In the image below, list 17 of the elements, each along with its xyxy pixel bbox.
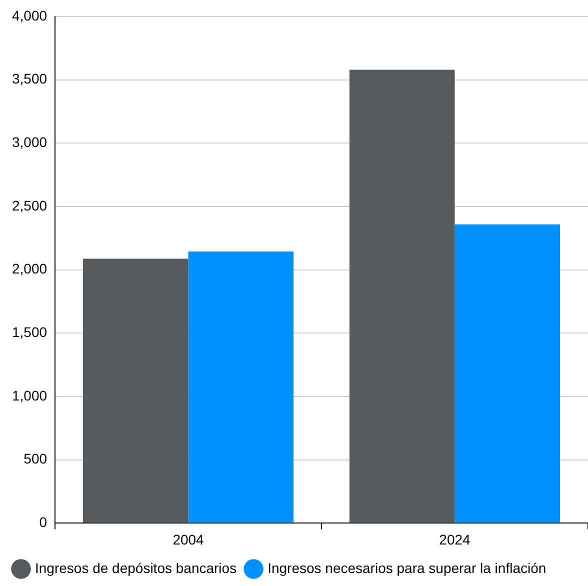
- bar: [188, 252, 294, 523]
- y-tick-label: 1,000: [12, 387, 48, 404]
- y-tick-label: 0: [39, 514, 48, 530]
- y-tick-label: 2,500: [12, 197, 48, 214]
- x-tick-label: 2024: [439, 531, 471, 548]
- y-tick-label: 3,000: [12, 134, 48, 150]
- bar: [83, 258, 188, 523]
- x-tick-label: 2004: [172, 531, 204, 548]
- bar: [350, 70, 455, 523]
- y-tick-label: 4,000: [12, 7, 48, 24]
- y-tick-label: 2,000: [12, 260, 48, 277]
- bar: [454, 224, 560, 523]
- y-tick-label: 3,500: [12, 70, 48, 87]
- legend-label: Ingresos de depósitos bancarios: [35, 560, 237, 576]
- y-tick-label: 1,500: [12, 324, 48, 340]
- legend-label: Ingresos necesarios para superar la inflación: [268, 560, 546, 576]
- y-tick-label: 500: [24, 450, 48, 467]
